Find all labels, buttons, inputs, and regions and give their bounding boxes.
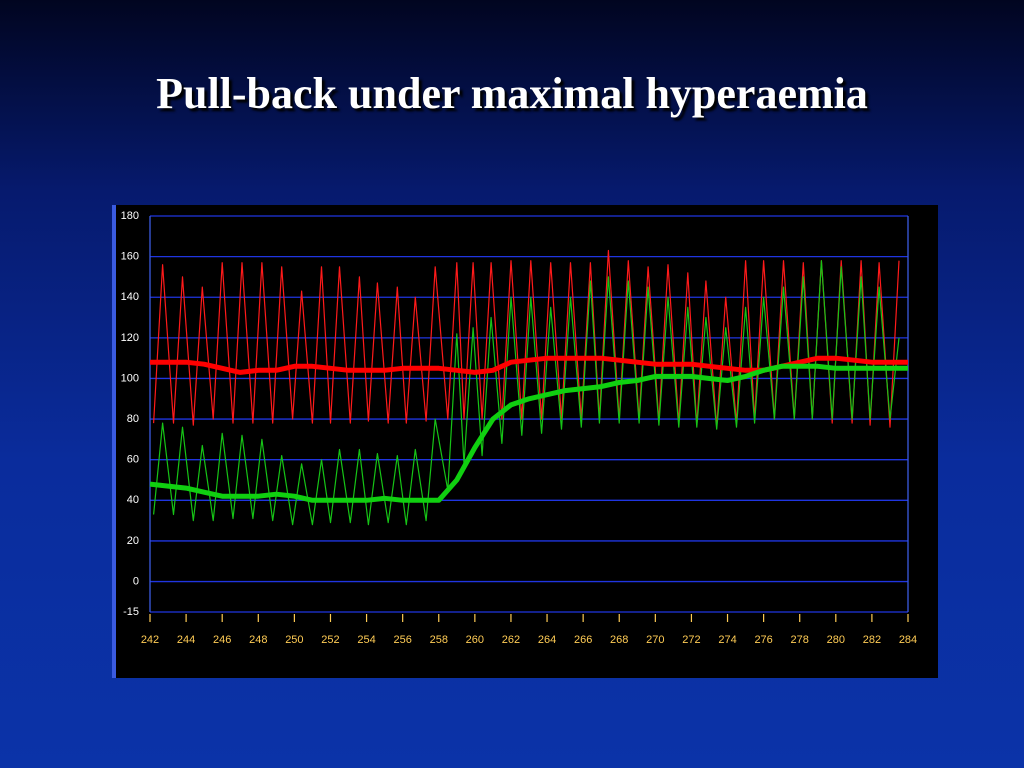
- y-tick-label: 100: [121, 372, 139, 384]
- x-tick-label: 250: [285, 634, 303, 646]
- x-tick-label: 278: [791, 634, 809, 646]
- x-tick-label: 262: [502, 634, 520, 646]
- x-tick-label: 270: [646, 634, 664, 646]
- y-tick-label: 120: [121, 332, 139, 344]
- y-tick-label: 140: [121, 291, 139, 303]
- x-tick-label: 260: [466, 634, 484, 646]
- y-tick-label: 40: [127, 494, 139, 506]
- data-line: [153, 260, 900, 526]
- chart-edge: [112, 205, 116, 678]
- x-tick-label: 280: [827, 634, 845, 646]
- x-tick-label: 252: [321, 634, 339, 646]
- x-tick-label: 242: [141, 634, 159, 646]
- x-tick-label: 256: [393, 634, 411, 646]
- x-tick-label: 276: [754, 634, 772, 646]
- data-line: [149, 363, 908, 503]
- y-tick-label: 20: [127, 535, 139, 547]
- y-tick-label: 60: [127, 454, 139, 466]
- x-tick-label: 246: [213, 634, 231, 646]
- y-tick-label: 180: [121, 210, 139, 222]
- x-tick-label: 244: [177, 634, 195, 646]
- plot-area: -15 0 20 40 60 80 100 120 140 160 180 242 244 246 248 2…: [121, 210, 918, 646]
- chart-background: [112, 205, 938, 678]
- x-tick-label: 264: [538, 634, 556, 646]
- y-tick-label: -15: [123, 606, 139, 618]
- x-tick-label: 248: [249, 634, 267, 646]
- x-tick-label: 266: [574, 634, 592, 646]
- slide-title: Pull-back under maximal hyperaemia: [156, 69, 868, 118]
- y-tick-label: 0: [133, 575, 139, 587]
- x-tick-label: 284: [899, 634, 917, 646]
- x-tick-label: 272: [682, 634, 700, 646]
- y-tick-label: 80: [127, 413, 139, 425]
- x-tick-label: 254: [357, 634, 375, 646]
- x-tick-label: 268: [610, 634, 628, 646]
- y-tick-label: 160: [121, 251, 139, 263]
- x-tick-label: 258: [430, 634, 448, 646]
- x-tick-label: 274: [718, 634, 736, 646]
- x-tick-label: 282: [863, 634, 881, 646]
